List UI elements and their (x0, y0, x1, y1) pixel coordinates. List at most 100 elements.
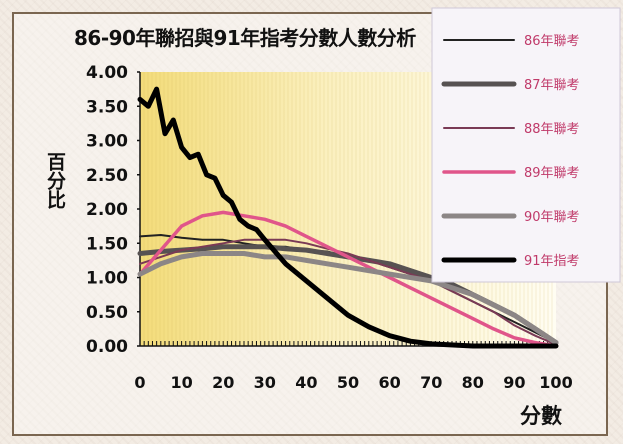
data-point (451, 286, 453, 289)
data-point (139, 273, 141, 275)
data-point (492, 310, 495, 313)
data-point (451, 307, 453, 310)
data-point (430, 297, 433, 299)
data-point (388, 263, 391, 265)
data-point (243, 252, 245, 255)
data-point (160, 234, 162, 236)
data-point (243, 239, 245, 241)
chart-title: 86-90年聯招與91年指考分數人數分析 (74, 26, 416, 50)
data-point (243, 245, 245, 248)
data-point (347, 314, 349, 316)
data-point (222, 242, 224, 245)
y-tick-label: 2.00 (86, 200, 128, 220)
x-tick-label: 60 (378, 373, 400, 392)
data-point (243, 242, 245, 245)
data-point (255, 228, 258, 231)
data-point (205, 173, 208, 176)
data-point (513, 324, 516, 327)
data-point (201, 252, 204, 255)
data-point (513, 336, 516, 339)
data-point (409, 276, 412, 279)
data-point (284, 256, 287, 258)
data-point (326, 252, 329, 255)
data-point (160, 263, 162, 265)
data-point (347, 266, 349, 269)
data-point (201, 247, 204, 250)
y-tick-label: 1.00 (86, 269, 128, 289)
data-point (472, 293, 474, 296)
x-tick-label: 70 (420, 373, 442, 392)
data-point (388, 266, 391, 269)
data-point (513, 345, 516, 347)
data-point (305, 280, 308, 282)
data-point (347, 256, 349, 258)
data-point (305, 242, 308, 245)
data-point (472, 317, 474, 320)
data-point (492, 328, 495, 330)
data-point (214, 177, 216, 179)
legend-label: 88年聯考 (524, 122, 580, 137)
data-point (555, 341, 557, 344)
data-point (284, 247, 287, 250)
data-point (243, 215, 245, 217)
data-point (368, 259, 370, 262)
data-point (264, 218, 266, 221)
data-point (264, 256, 266, 258)
data-point (180, 146, 183, 149)
x-tick-label: 20 (212, 373, 234, 392)
data-point (388, 273, 391, 275)
data-point (189, 156, 191, 159)
data-point (222, 194, 224, 197)
legend-label: 91年指考 (524, 254, 580, 269)
data-point (284, 263, 287, 265)
data-point (222, 211, 224, 214)
data-point (139, 263, 141, 265)
legend-label: 86年聯考 (524, 34, 580, 49)
data-point (555, 345, 557, 347)
data-point (172, 119, 175, 121)
data-point (147, 105, 150, 108)
data-point (305, 259, 308, 262)
data-point (201, 239, 204, 241)
x-axis-label: 分數 (520, 404, 562, 428)
x-tick-label: 0 (134, 373, 145, 392)
x-tick-label: 80 (462, 373, 484, 392)
data-point (222, 239, 224, 241)
data-point (430, 343, 433, 345)
data-point (264, 245, 266, 248)
data-point (139, 98, 141, 101)
data-point (305, 249, 308, 251)
data-point (180, 256, 183, 258)
data-point (284, 225, 287, 227)
data-point (534, 328, 536, 330)
y-tick-label: 1.50 (86, 234, 128, 254)
data-point (451, 290, 453, 293)
data-point (534, 341, 536, 344)
data-point (139, 235, 141, 238)
y-tick-label: 2.50 (86, 166, 128, 186)
x-tick-label: 50 (337, 373, 359, 392)
data-point (492, 304, 495, 306)
data-point (368, 269, 370, 272)
data-point (326, 245, 329, 248)
data-point (164, 132, 166, 135)
data-point (201, 215, 204, 217)
data-point (139, 252, 141, 255)
data-point (388, 334, 391, 337)
data-point (326, 263, 329, 265)
data-point (347, 252, 349, 255)
data-point (409, 286, 412, 289)
data-point (451, 283, 453, 286)
data-point (222, 245, 224, 248)
data-point (201, 245, 204, 248)
legend-label: 87年聯考 (524, 78, 580, 93)
x-tick-label: 40 (295, 373, 317, 392)
data-point (284, 239, 287, 241)
data-point (305, 235, 308, 238)
data-point (513, 314, 516, 316)
data-point (472, 345, 474, 347)
y-tick-label: 3.50 (86, 97, 128, 117)
data-point (513, 321, 516, 323)
x-tick-label: 90 (503, 373, 525, 392)
x-tick-label: 30 (254, 373, 276, 392)
